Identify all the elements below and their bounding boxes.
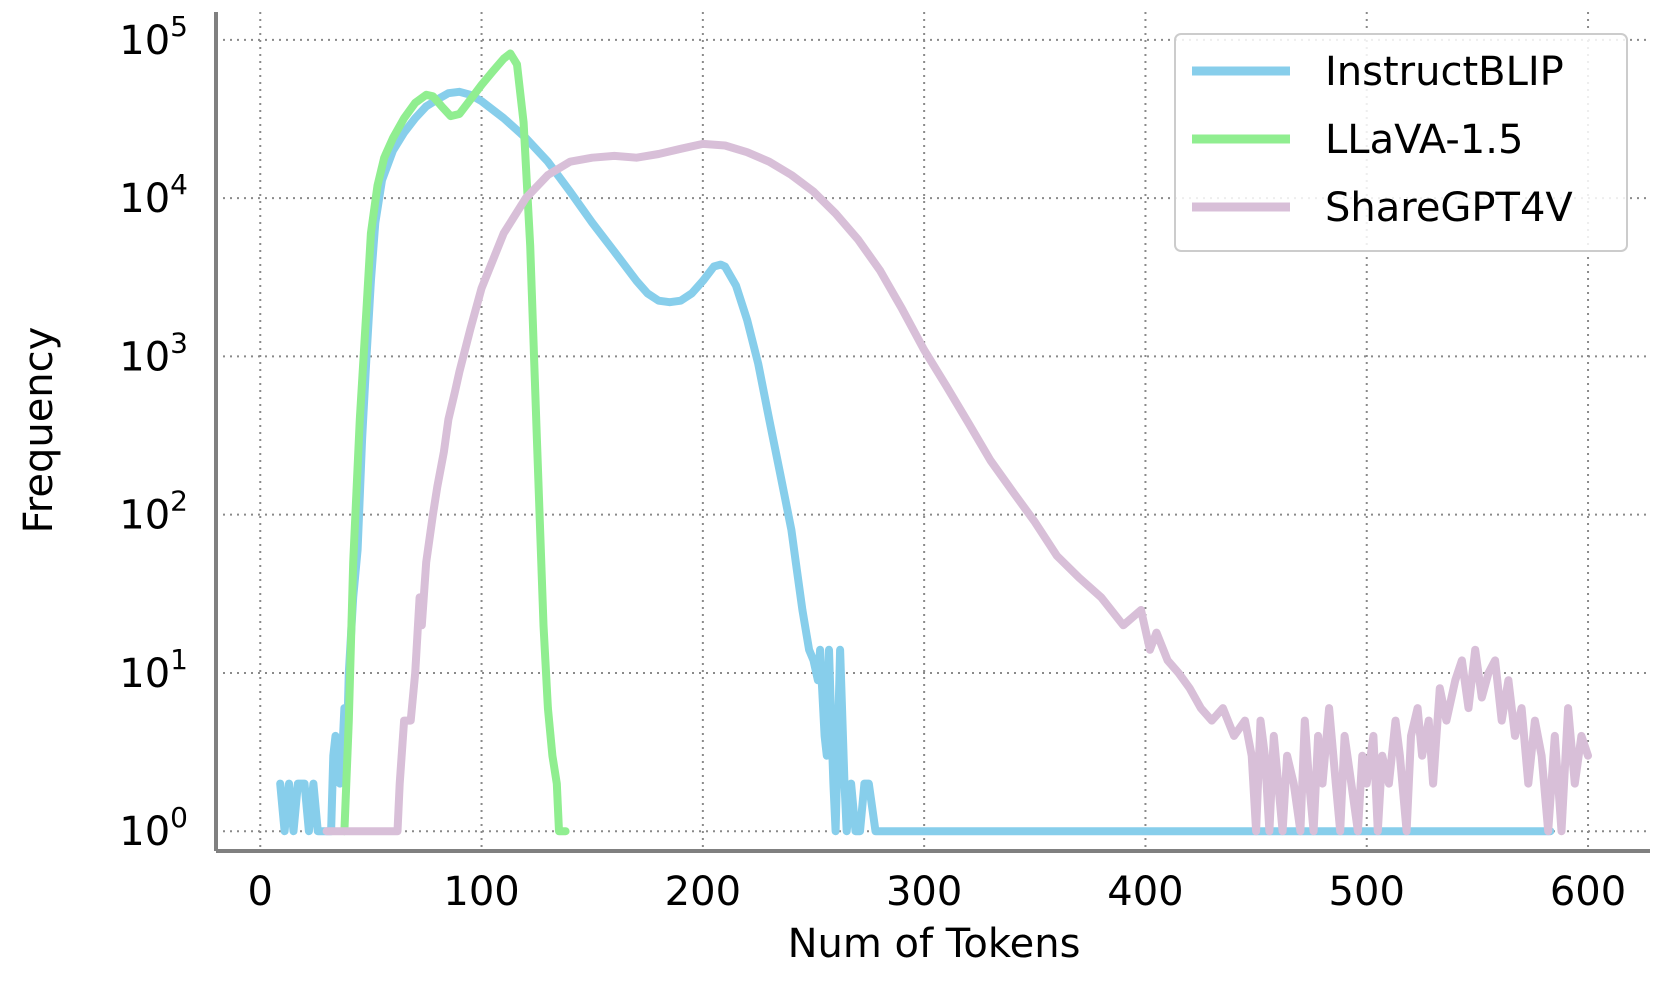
y-tick-label: 102 [119, 485, 188, 539]
y-tick-exponent: 4 [170, 168, 188, 201]
series-lines [276, 49, 1592, 836]
x-tick-label: 300 [886, 869, 962, 915]
legend-label-sharegpt4v: ShareGPT4V [1325, 185, 1573, 231]
y-tick-exponent: 1 [170, 643, 188, 676]
x-tick-label: 500 [1329, 869, 1405, 915]
y-tick-label: 104 [119, 168, 188, 222]
axes [214, 12, 1650, 853]
legend: InstructBLIP LLaVA-1.5 ShareGPT4V [1174, 33, 1628, 252]
series-line-sharegpt4v [322, 139, 1592, 836]
legend-label-instructblip: InstructBLIP [1325, 49, 1564, 95]
y-tick-base: 10 [119, 176, 170, 222]
y-axis-title: Frequency [16, 327, 62, 534]
y-tick-base: 10 [119, 493, 170, 539]
x-tick-label: 0 [248, 869, 273, 915]
x-axis-title: Num of Tokens [788, 921, 1081, 967]
y-tick-label: 101 [119, 643, 188, 697]
y-tick-exponent: 3 [170, 326, 188, 359]
y-tick-label: 103 [119, 326, 188, 380]
y-tick-exponent: 2 [170, 485, 188, 518]
y-tick-label: 100 [119, 801, 188, 855]
y-tick-base: 10 [119, 809, 170, 855]
series-line-llava-1-5 [340, 49, 570, 836]
legend-label-llava-1-5: LLaVA-1.5 [1325, 117, 1523, 163]
y-tick-base: 10 [119, 651, 170, 697]
y-tick-base: 10 [119, 334, 170, 380]
y-tick-label: 105 [119, 10, 188, 64]
x-tick-label: 200 [665, 869, 741, 915]
y-tick-exponent: 5 [170, 10, 188, 43]
series-line-instructblip [276, 87, 1555, 836]
x-tick-label: 100 [443, 869, 519, 915]
gridlines [216, 12, 1650, 851]
y-tick-exponent: 0 [170, 801, 188, 834]
legend-frame [1174, 33, 1628, 252]
x-tick-label: 400 [1107, 869, 1183, 915]
x-tick-label: 600 [1550, 869, 1626, 915]
y-tick-base: 10 [119, 18, 170, 64]
